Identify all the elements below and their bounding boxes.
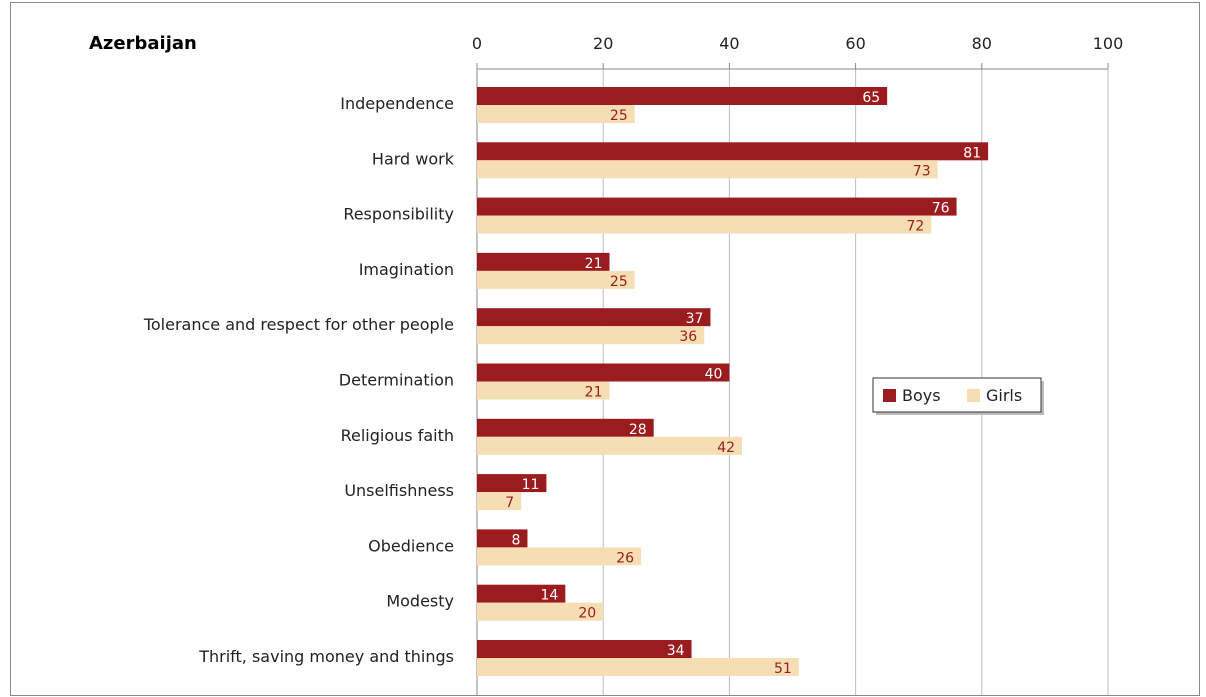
data-label: 14 <box>541 588 559 604</box>
bar-girls <box>477 270 635 289</box>
legend-swatch-boys <box>883 389 896 402</box>
data-label: 51 <box>774 661 792 677</box>
bar-girls <box>477 381 610 400</box>
category-label: Independence <box>340 94 454 113</box>
data-label: 7 <box>505 495 514 511</box>
chart-title: Azerbaijan <box>89 33 197 54</box>
bar-girls <box>477 547 642 566</box>
category-label: Hard work <box>372 149 455 168</box>
category-label: Religious faith <box>341 426 454 445</box>
data-label: 73 <box>913 163 931 179</box>
category-label: Determination <box>339 371 454 390</box>
category-label: Unselfishness <box>344 481 454 500</box>
bar-girls <box>477 105 635 123</box>
bars: 65 25 81 73 76 72 21 25 37 36 40 21 28 42 11 7 8 26 14 20 34… <box>477 87 989 677</box>
bar-boys <box>477 418 654 437</box>
category-label: Responsibility <box>343 205 454 224</box>
x-tick-label: 0 <box>472 34 482 53</box>
data-label: 34 <box>667 643 685 659</box>
bar-girls <box>477 436 743 455</box>
category-label: Modesty <box>386 592 454 611</box>
bar-boys <box>477 142 989 161</box>
x-tick-label: 100 <box>1093 34 1124 53</box>
bar-boys <box>477 363 730 382</box>
legend: Boys Girls <box>872 377 1044 415</box>
category-label: Obedience <box>368 536 454 555</box>
category-labels: Independence Hard work Responsibility Imagi… <box>143 94 455 666</box>
x-tick-label: 20 <box>593 34 613 53</box>
category-label: Imagination <box>359 260 454 279</box>
bar-girls <box>477 326 705 345</box>
legend-label-boys: Boys <box>902 386 941 405</box>
bar-boys <box>477 87 888 105</box>
data-label: 72 <box>906 219 924 235</box>
x-axis-ticks: 0 20 40 60 80 100 <box>472 34 1123 53</box>
bar-boys <box>477 197 957 216</box>
data-label: 28 <box>629 422 647 438</box>
category-label: Thrift, saving money and things <box>198 647 454 666</box>
data-label: 76 <box>932 201 950 217</box>
x-tick-label: 60 <box>845 34 865 53</box>
x-tick-label: 40 <box>719 34 739 53</box>
data-label: 25 <box>610 274 628 290</box>
x-tick-label: 80 <box>972 34 992 53</box>
data-label: 21 <box>585 256 603 272</box>
bar-boys <box>477 252 610 271</box>
data-label: 25 <box>610 108 628 124</box>
data-label: 11 <box>522 477 540 493</box>
data-label: 21 <box>585 385 603 401</box>
bar-boys <box>477 529 528 548</box>
data-label: 36 <box>679 329 697 345</box>
bar-girls <box>477 215 932 234</box>
bar-boys <box>477 474 547 493</box>
bar-girls <box>477 492 522 511</box>
data-label: 65 <box>862 90 880 106</box>
data-label: 8 <box>512 532 521 548</box>
bar-boys <box>477 640 692 658</box>
bar-girls <box>477 658 799 676</box>
data-label: 20 <box>578 606 596 622</box>
bar-boys <box>477 308 711 327</box>
data-label: 40 <box>705 367 723 383</box>
legend-swatch-girls <box>967 389 980 402</box>
bar-boys <box>477 584 566 603</box>
bar-girls <box>477 602 604 621</box>
legend-box <box>872 377 1042 413</box>
chart-frame: Azerbaijan 0 20 40 60 80 100 65 25 81 73 76 72 21 25… <box>10 2 1200 696</box>
data-label: 37 <box>686 311 704 327</box>
bar-girls <box>477 160 938 179</box>
data-label: 26 <box>616 550 634 566</box>
data-label: 81 <box>963 145 981 161</box>
legend-label-girls: Girls <box>986 386 1022 405</box>
category-label: Tolerance and respect for other people <box>143 315 454 334</box>
bar-chart: Azerbaijan 0 20 40 60 80 100 65 25 81 73 76 72 21 25… <box>89 33 1123 695</box>
data-label: 42 <box>717 440 735 456</box>
